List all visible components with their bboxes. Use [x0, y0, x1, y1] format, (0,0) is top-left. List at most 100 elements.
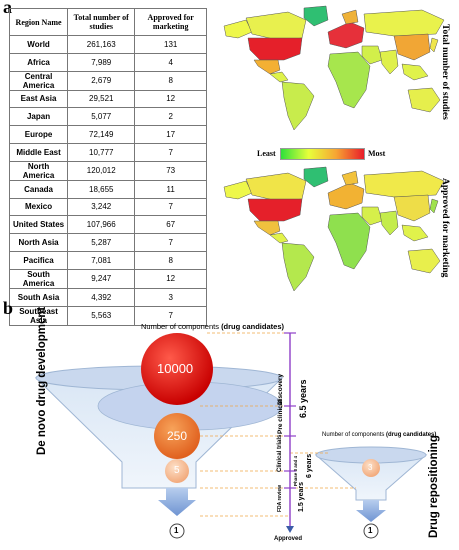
approved-cell: 73 — [134, 160, 207, 181]
result-right-circle — [363, 523, 379, 539]
map-greenland — [303, 5, 329, 27]
count-right-small: 3 — [368, 463, 373, 472]
panel-a-letter: a — [3, 0, 12, 17]
stage-fda-review: FDA review — [277, 484, 283, 512]
table-row: Europe 72,149 17 — [8, 125, 207, 144]
approved-label: Approved — [274, 536, 303, 542]
table-row: Central America 2,679 8 — [8, 70, 207, 91]
map-usa — [247, 37, 303, 61]
table-row: South Asia 4,392 3 — [8, 287, 207, 307]
approved-world-map — [223, 166, 445, 292]
studies-cell: 120,012 — [67, 160, 136, 181]
region-cell: Central America — [8, 70, 69, 91]
table-row: Southeast Asia 5,563 7 — [8, 305, 207, 326]
map-alaska — [223, 180, 253, 200]
legend-least: Least — [257, 149, 276, 158]
stage-clinical-trials: Clinical trials — [277, 434, 283, 472]
map-north-asia — [363, 9, 445, 37]
header-total-studies: Total number of studies — [67, 8, 136, 36]
map-usa — [247, 198, 303, 222]
map-scandinavia — [341, 9, 359, 25]
approved-cell: 3 — [134, 287, 207, 307]
table-row: North Asia 5,287 7 — [8, 233, 207, 252]
map-central-america — [269, 232, 289, 244]
map-southeast-asia — [401, 224, 429, 242]
drug-repositioning-label: Drug repositioning — [428, 435, 440, 538]
timeline-ticks — [284, 332, 296, 489]
panel-b-letter: b — [3, 298, 14, 318]
legend-color-bar — [280, 148, 365, 160]
map-south-america — [281, 81, 315, 131]
map-japan — [429, 198, 439, 214]
header-approved: Approved for marketing — [134, 8, 207, 36]
table-row: Africa 7,989 4 — [8, 52, 207, 72]
map-mexico — [253, 220, 281, 236]
map-middle-east — [361, 45, 383, 65]
result-right: 1 — [368, 526, 373, 535]
right-down-arrow — [356, 500, 386, 522]
map-east-asia — [393, 194, 431, 222]
table-row: Japan 5,077 2 — [8, 107, 207, 127]
count-10000: 10000 — [157, 361, 194, 376]
studies-world-map — [223, 5, 445, 131]
map-greenland — [303, 166, 329, 188]
table-row: World 261,163 131 — [8, 35, 207, 54]
approved-cell: 7 — [134, 305, 207, 326]
map-central-america — [269, 71, 289, 83]
duration-1-5-years: 1.5 years — [298, 482, 305, 512]
circle-right-small — [362, 459, 380, 477]
table-row: Pacifica 7,081 8 — [8, 250, 207, 270]
studies-cell: 9,247 — [67, 268, 136, 289]
map-southeast-asia — [401, 63, 429, 81]
map-pacifica — [407, 87, 441, 113]
circle-10000 — [141, 333, 213, 405]
map-north-asia — [363, 170, 445, 198]
table-row: South America 9,247 12 — [8, 268, 207, 289]
map-alaska — [223, 19, 253, 39]
table-body: World 261,163 131 Africa 7,989 4 Central Ameri… — [8, 35, 207, 326]
region-cell: Southeast Asia — [8, 305, 69, 326]
map-japan — [429, 37, 439, 53]
map-africa — [327, 51, 371, 109]
map-top-label: Total number of studies — [440, 24, 450, 120]
map-south-asia — [379, 210, 399, 236]
studies-cell: 7,989 — [67, 52, 136, 72]
duration-6-5-years: 6.5 years — [298, 379, 308, 418]
result-left: 1 — [174, 526, 179, 535]
table-row: Mexico 3,242 7 — [8, 197, 207, 217]
count-5: 5 — [174, 465, 180, 476]
de-novo-label: De novo drug development — [36, 306, 48, 455]
region-cell: North America — [8, 160, 69, 181]
duration-6-years: 6 years — [306, 453, 313, 478]
circle-5 — [165, 459, 189, 483]
studies-cell: 2,679 — [67, 70, 136, 91]
left-down-arrow — [158, 488, 196, 516]
left-components-title: Number of components (drug candidates) — [141, 322, 284, 331]
count-250: 250 — [167, 429, 188, 443]
legend-most: Most — [368, 149, 386, 158]
map-pacifica — [407, 248, 441, 274]
result-left-circle — [169, 523, 185, 539]
studies-cell: 5,563 — [67, 305, 136, 326]
region-table: Region Name Total number of studies Appr… — [8, 8, 207, 326]
table-row: Middle East 10,777 7 — [8, 142, 207, 162]
approved-arrowhead — [286, 526, 294, 533]
map-south-asia — [379, 49, 399, 75]
map-east-asia — [393, 33, 431, 61]
circle-250 — [154, 413, 200, 459]
map-scandinavia — [341, 170, 359, 186]
table-row: East Asia 29,521 12 — [8, 89, 207, 109]
stage-pre-clinical: Pre clinical — [277, 399, 284, 434]
map-africa — [327, 212, 371, 270]
right-components-title: Number of components (drug candidates) — [322, 432, 437, 438]
table-header-row: Region Name Total number of studies Appr… — [8, 8, 207, 36]
table-row: North America 120,012 73 — [8, 160, 207, 181]
guide-lines — [200, 332, 356, 517]
map-bottom-label: Approved for marketing — [440, 178, 450, 278]
map-south-america — [281, 242, 315, 292]
map-middle-east — [361, 206, 383, 226]
header-region: Region Name — [8, 8, 69, 36]
map-mexico — [253, 59, 281, 75]
approved-cell: 8 — [134, 70, 207, 91]
